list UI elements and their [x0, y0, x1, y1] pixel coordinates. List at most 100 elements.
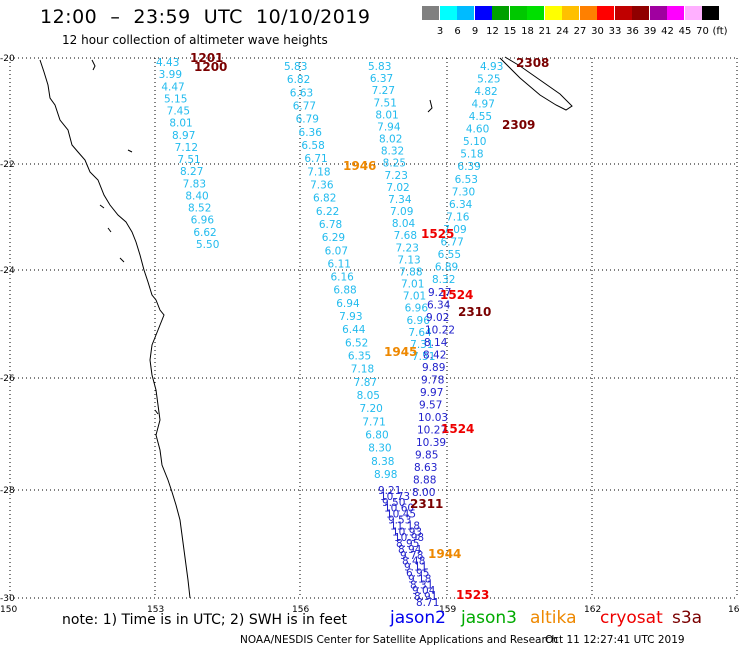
wave-height-value: 10.45	[386, 509, 416, 521]
wave-height-value: 9.89	[422, 362, 445, 374]
wave-height-value: 8.01	[169, 118, 192, 130]
wave-height-value: 6.82	[313, 193, 336, 205]
legend-swatch	[597, 6, 614, 20]
footer-note: note: 1) Time is in UTC; 2) SWH is in fe…	[62, 612, 348, 628]
wave-height-value: 8.38	[371, 456, 394, 468]
legend-label: 6	[454, 26, 461, 37]
wave-height-value: 6.39	[457, 161, 480, 173]
wave-height-value: 5.83	[368, 61, 391, 73]
wave-height-value: 6.55	[438, 249, 461, 261]
wave-height-value: 7.36	[310, 179, 334, 191]
legend-swatch	[702, 6, 719, 20]
legend-label: 42	[661, 26, 674, 37]
legend-swatch	[632, 6, 649, 20]
wave-height-value: 8.01	[375, 109, 398, 121]
wave-height-value: 6.34	[449, 199, 473, 211]
wave-height-value: 6.22	[316, 206, 339, 218]
wave-height-value: 8.04	[392, 218, 416, 230]
wave-height-value: 8.40	[185, 190, 208, 202]
wave-height-value: 9.04	[412, 585, 436, 597]
pass-time-label: 2310	[458, 305, 491, 319]
wave-height-value: 9.18	[408, 573, 431, 585]
map-subtitle: 12 hour collection of altimeter wave hei…	[62, 33, 328, 47]
wave-height-value: 7.68	[394, 230, 417, 242]
lon-tick-label: 159	[439, 605, 456, 615]
lon-tick-label: 153	[147, 605, 164, 615]
small-island-outline	[427, 99, 433, 113]
island-outline	[91, 59, 159, 415]
wave-height-value: 6.78	[319, 219, 342, 231]
wave-height-value: 8.63	[414, 462, 437, 474]
wave-height-value: 7.16	[446, 211, 470, 223]
credit-line: NOAA/NESDIS Center for Satellite Applica…	[240, 634, 558, 646]
wave-height-value: 6.96	[405, 303, 429, 315]
wave-height-value: 10.98	[394, 532, 424, 544]
wave-height-value: 7.12	[175, 142, 198, 154]
wave-height-value: 7.64	[408, 327, 432, 339]
legend-label: 30	[591, 26, 604, 37]
wave-height-value: 9.53	[388, 514, 411, 526]
legend-label: 45	[678, 26, 692, 37]
legend-label: (ft)	[712, 26, 728, 37]
wave-height-value: 4.43	[156, 57, 179, 69]
wave-height-value: 8.91	[414, 591, 437, 603]
wave-height-value: 4.47	[161, 81, 184, 93]
new-caledonia-outline	[499, 56, 573, 111]
wave-height-value: 6.96	[191, 215, 215, 227]
legend-swatch	[492, 6, 509, 20]
wave-height-value: 6.94	[336, 298, 360, 310]
wave-height-value: 6.82	[287, 74, 310, 86]
wave-height-value: 8.97	[172, 130, 195, 142]
wave-height-value: 7.31	[410, 339, 433, 351]
wave-height-value: 6.07	[325, 245, 348, 257]
wave-height-value: 6.36	[299, 127, 323, 139]
wave-height-value: 8.32	[381, 146, 404, 158]
wave-height-value: 6.96	[407, 315, 431, 327]
wave-height-value: 10.27	[417, 425, 447, 437]
pass-time-label: 1944	[428, 547, 461, 561]
wave-height-value: 7.93	[339, 311, 362, 323]
wave-height-value: 6.80	[365, 430, 388, 442]
mission-jason3: jason3	[461, 608, 517, 628]
pass-time-label: 1524	[441, 422, 474, 436]
wave-height-value: 8.42	[423, 350, 446, 362]
legend-label: 18	[521, 26, 534, 37]
wave-height-value: 8.48	[402, 556, 425, 568]
wave-height-value: 6.37	[370, 73, 393, 85]
wave-height-value: 6.71	[304, 153, 327, 165]
legend-label: 39	[643, 26, 657, 37]
wave-height-value: 11.18	[390, 520, 420, 532]
wave-height-value: 9.78	[400, 550, 423, 562]
wave-height-value: 8.52	[188, 203, 211, 215]
pass-time-label: 2311	[410, 497, 443, 511]
wave-height-value: 9.21	[378, 485, 401, 497]
wave-height-value: 6.58	[301, 140, 324, 152]
wave-height-value: 5.18	[460, 149, 483, 161]
legend-swatch	[439, 6, 457, 20]
wave-height-value: 8.25	[383, 158, 406, 170]
map-title: 12:00 – 23:59 UTC 10/10/2019	[40, 6, 371, 28]
wave-height-value: 10.73	[380, 491, 410, 503]
legend-label: 15	[503, 26, 517, 37]
pass-time-label: 1523	[456, 588, 489, 602]
mission-altika: altika	[530, 608, 577, 628]
wave-height-value: 5.83	[284, 61, 307, 73]
wave-height-value: 7.01	[401, 279, 424, 291]
legend-label: 9	[471, 26, 479, 37]
lon-tick-label: 162	[584, 605, 601, 615]
wave-height-value: 9.78	[421, 375, 444, 387]
pass-time-label: 2309	[502, 118, 535, 132]
wave-height-value: 7.18	[351, 364, 374, 376]
wave-height-value: 6.89	[435, 261, 458, 273]
wave-height-value: 7.09	[390, 206, 413, 218]
wave-height-value: 9.11	[404, 562, 427, 574]
legend-swatch	[614, 6, 632, 20]
mission-jason2: jason2	[390, 608, 446, 628]
wave-height-value: 7.09	[443, 224, 466, 236]
wave-height-value: 7.88	[399, 266, 422, 278]
wave-height-value: 7.30	[452, 186, 475, 198]
coastline	[39, 56, 573, 599]
wave-height-value: 8.31	[410, 579, 433, 591]
lon-tick-label: 156	[292, 605, 309, 615]
wave-height-value: 7.71	[362, 416, 385, 428]
